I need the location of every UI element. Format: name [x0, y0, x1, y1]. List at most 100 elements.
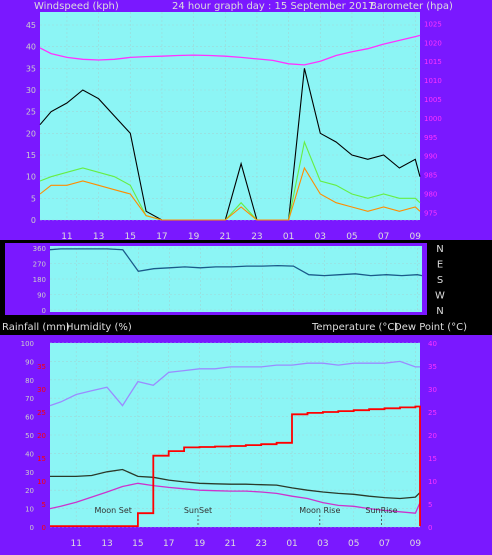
barometer-tick-label: 1020 [424, 39, 442, 47]
rainfall-tick-label: 15 [37, 455, 46, 463]
wind-tick-label: 10 [26, 173, 36, 182]
temp-x-tick-label: 23 [255, 539, 266, 549]
wind-x-tick-label: 17 [156, 232, 167, 242]
rainfall-tick-label: 5 [42, 501, 46, 509]
temp-x-tick-label: 09 [410, 539, 422, 549]
temp-x-tick-label: 11 [70, 539, 81, 549]
wind-x-tick-label: 13 [93, 232, 104, 242]
wind-x-tick-label: 07 [378, 232, 389, 242]
rainfall-line [50, 405, 421, 527]
humidity-tick-label: 100 [21, 340, 34, 348]
compass-label-w: W [435, 291, 445, 302]
direction-tick-label: 360 [33, 245, 46, 253]
wind-speed-line [39, 166, 421, 221]
rainfall-tick-label: 25 [37, 409, 46, 417]
temp-x-tick-label: 19 [194, 539, 206, 549]
wind-x-tick-label: 05 [346, 232, 357, 242]
wind-tick-label: 20 [26, 129, 36, 138]
event-label: Moon Rise [299, 506, 340, 515]
barometer-tick-label: 1000 [424, 115, 442, 123]
compass-label-n: N [436, 244, 443, 255]
rainfall-axis-title: Rainfall (mm) [2, 322, 70, 333]
barometer-line [39, 34, 421, 66]
temperature-tick-label: 40 [428, 340, 437, 348]
direction-tick-label: 270 [33, 261, 46, 269]
barometer-tick-label: 975 [424, 209, 437, 217]
temperature-tick-label: 35 [428, 363, 437, 371]
temp-x-tick-label: 01 [286, 539, 297, 549]
event-label: Moon Set [94, 506, 131, 515]
temperature-tick-label: 0 [428, 524, 432, 532]
temperature-tick-label: 20 [428, 432, 437, 440]
barometer-tick-label: 1005 [424, 96, 442, 104]
temperature-tick-label: 5 [428, 501, 432, 509]
wind-tick-label: 5 [31, 194, 36, 203]
rainfall-tick-label: 20 [37, 432, 46, 440]
humidity-tick-label: 80 [25, 377, 34, 385]
direction-tick-label: 0 [42, 307, 46, 315]
wind-tick-label: 25 [26, 108, 36, 117]
temp-x-tick-label: 03 [317, 539, 328, 549]
series [39, 34, 423, 527]
temp-x-tick-label: 05 [348, 539, 359, 549]
temperature-line [50, 468, 421, 500]
dew-point-line [49, 482, 421, 514]
axes: 0510152025303540459759809859909951000100… [21, 20, 445, 549]
wind-tick-label: 40 [26, 43, 36, 52]
direction-tick-label: 180 [33, 276, 46, 284]
wind-average-line [39, 140, 421, 221]
barometer-tick-label: 990 [424, 153, 437, 161]
humidity-tick-label: 70 [25, 395, 34, 403]
temp-x-tick-label: 07 [379, 539, 390, 549]
wind-gust-line [39, 68, 421, 221]
wind-tick-label: 45 [26, 21, 36, 30]
temp-x-tick-label: 15 [132, 539, 143, 549]
rainfall-tick-label: 35 [37, 363, 46, 371]
humidity-tick-label: 60 [25, 414, 34, 422]
event-label: SunRise [365, 506, 397, 515]
temperature-tick-label: 25 [428, 409, 437, 417]
event-label: SunSet [184, 506, 212, 515]
barometer-tick-label: 1010 [424, 77, 442, 85]
wind-x-tick-label: 19 [188, 232, 200, 242]
compass-label-s: S [437, 275, 443, 286]
wind-axis-title: Windspeed (kph) [34, 1, 119, 12]
temperature-axis-title: Temperature (°C) [311, 322, 398, 333]
humidity-tick-label: 50 [25, 432, 34, 440]
wind-x-tick-label: 15 [125, 232, 136, 242]
compass-label-n: N [436, 306, 443, 317]
barometer-tick-label: 995 [424, 134, 437, 142]
wind-tick-label: 0 [31, 216, 36, 225]
wind-x-tick-label: 09 [410, 232, 422, 242]
wind-tick-label: 15 [26, 151, 36, 160]
temp-x-tick-label: 13 [101, 539, 112, 549]
humidity-line [49, 360, 420, 407]
humidity-tick-label: 90 [25, 358, 34, 366]
rainfall-tick-label: 10 [37, 478, 46, 486]
dew-point-axis-title: Dew Point (°C) [394, 322, 467, 333]
wind-x-tick-label: 23 [251, 232, 262, 242]
humidity-tick-label: 0 [30, 524, 34, 532]
barometer-tick-label: 980 [424, 191, 437, 199]
direction-tick-label: 90 [37, 292, 46, 300]
temperature-tick-label: 10 [428, 478, 437, 486]
humidity-tick-label: 40 [25, 450, 34, 458]
wind-plot-area [40, 12, 420, 220]
graph-title: 24 hour graph day : 15 September 2017 [172, 1, 374, 12]
humidity-axis-title: Humidity (%) [66, 322, 132, 333]
compass-label-e: E [437, 260, 443, 271]
barometer-axis-title: Barometer (hpa) [370, 1, 453, 12]
wind-x-tick-label: 11 [61, 232, 72, 242]
rainfall-tick-label: 0 [42, 524, 46, 532]
temperature-tick-label: 30 [428, 386, 437, 394]
temperature-tick-label: 15 [428, 455, 437, 463]
temp-x-tick-label: 21 [225, 539, 236, 549]
temp-x-tick-label: 17 [163, 539, 174, 549]
humidity-tick-label: 20 [25, 487, 34, 495]
humidity-tick-label: 30 [25, 469, 34, 477]
barometer-tick-label: 985 [424, 172, 437, 180]
wind-x-tick-label: 01 [283, 232, 294, 242]
barometer-tick-label: 1025 [424, 20, 442, 28]
wind-tick-label: 35 [26, 64, 36, 73]
